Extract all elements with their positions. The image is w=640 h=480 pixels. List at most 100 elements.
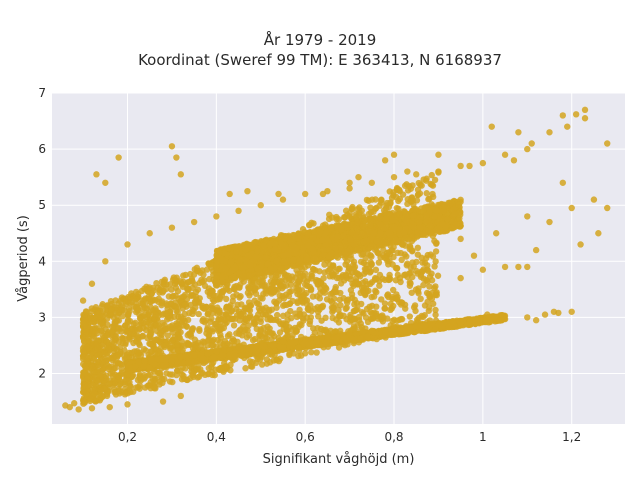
data-point	[156, 370, 164, 377]
data-point	[192, 304, 199, 311]
data-point	[432, 240, 440, 247]
data-point	[119, 335, 126, 342]
data-point	[199, 369, 206, 377]
data-point	[80, 389, 87, 396]
data-point	[351, 325, 358, 332]
data-point	[247, 289, 255, 296]
data-point	[432, 306, 439, 314]
data-point	[205, 308, 212, 316]
data-point	[393, 204, 400, 212]
data-point	[367, 259, 374, 266]
data-point	[104, 345, 112, 352]
data-point	[333, 316, 340, 323]
data-point	[378, 296, 385, 303]
data-point	[164, 332, 171, 339]
data-point	[173, 320, 180, 327]
data-point	[296, 310, 304, 317]
data-point	[358, 308, 366, 316]
data-point	[429, 253, 437, 260]
data-point	[112, 297, 119, 304]
data-point	[124, 390, 131, 397]
data-point	[365, 287, 372, 295]
data-point	[124, 311, 132, 318]
data-point	[432, 311, 439, 319]
data-point	[294, 283, 302, 290]
data-point	[166, 378, 174, 385]
data-point	[398, 256, 405, 264]
data-point	[293, 266, 300, 274]
data-point	[123, 327, 131, 335]
data-point	[407, 280, 414, 287]
data-point	[96, 351, 103, 358]
data-point	[89, 349, 96, 356]
data-point	[402, 305, 409, 312]
data-point	[227, 361, 234, 369]
data-point	[377, 313, 384, 320]
data-point	[151, 336, 159, 344]
data-point	[123, 354, 131, 361]
data-point	[162, 325, 169, 332]
data-point	[327, 291, 334, 298]
data-point	[138, 375, 146, 382]
data-point	[270, 279, 277, 286]
data-point	[185, 286, 192, 293]
data-point	[217, 339, 224, 346]
data-point	[262, 311, 269, 318]
data-point	[428, 277, 436, 284]
data-point	[158, 334, 165, 342]
data-point	[354, 270, 361, 277]
data-point	[251, 320, 258, 328]
data-point	[212, 320, 220, 327]
data-point	[412, 307, 419, 315]
data-point	[230, 322, 238, 329]
data-point	[222, 295, 230, 303]
data-point	[218, 288, 226, 296]
data-point	[337, 280, 345, 287]
data-point	[292, 328, 300, 336]
data-point	[285, 276, 293, 284]
data-point	[298, 265, 306, 273]
data-point	[388, 305, 395, 312]
data-point	[163, 370, 170, 377]
data-point	[360, 259, 367, 267]
data-point	[363, 196, 371, 204]
data-point	[193, 264, 201, 272]
data-point	[389, 286, 397, 294]
data-point	[172, 303, 180, 311]
data-point	[140, 319, 147, 327]
data-point	[148, 330, 155, 337]
data-point	[194, 286, 202, 293]
data-point	[161, 276, 169, 284]
data-point	[316, 268, 323, 275]
data-point	[337, 289, 344, 297]
data-point	[330, 271, 337, 278]
data-point	[374, 249, 381, 256]
data-point	[266, 314, 274, 321]
data-point	[345, 263, 352, 271]
data-point	[147, 322, 154, 329]
data-point	[373, 288, 380, 296]
data-point	[242, 326, 249, 334]
data-point	[272, 316, 280, 324]
data-point	[153, 321, 160, 329]
data-point	[203, 266, 211, 273]
data-point	[277, 283, 285, 290]
data-point	[83, 343, 90, 351]
data-point	[372, 196, 379, 203]
data-point	[323, 296, 331, 303]
data-point	[336, 296, 343, 303]
data-point	[101, 351, 108, 358]
data-point	[434, 272, 442, 279]
data-point	[105, 365, 112, 373]
data-point	[208, 342, 215, 349]
data-point	[255, 300, 263, 308]
data-point	[298, 297, 305, 305]
data-point	[103, 337, 110, 345]
data-point	[268, 336, 275, 343]
data-point	[274, 271, 282, 279]
data-point	[395, 186, 403, 194]
data-point	[84, 337, 91, 344]
data-point	[209, 325, 217, 333]
data-point	[348, 291, 356, 298]
data-point	[309, 265, 317, 273]
